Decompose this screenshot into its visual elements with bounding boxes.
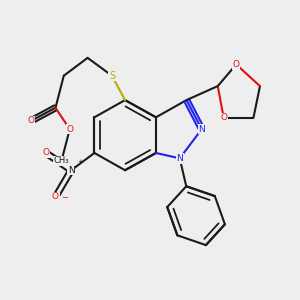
Text: N: N bbox=[176, 154, 183, 163]
Text: O: O bbox=[233, 60, 240, 69]
Text: S: S bbox=[109, 71, 115, 81]
Text: O: O bbox=[28, 116, 34, 125]
Text: N: N bbox=[68, 166, 75, 175]
Text: +: + bbox=[78, 159, 84, 165]
Text: −: − bbox=[61, 193, 68, 202]
Text: O: O bbox=[43, 148, 50, 158]
Text: O: O bbox=[220, 113, 227, 122]
Text: N: N bbox=[198, 125, 205, 134]
Text: O: O bbox=[66, 125, 73, 134]
Text: O: O bbox=[52, 193, 59, 202]
Text: CH₃: CH₃ bbox=[54, 157, 69, 166]
